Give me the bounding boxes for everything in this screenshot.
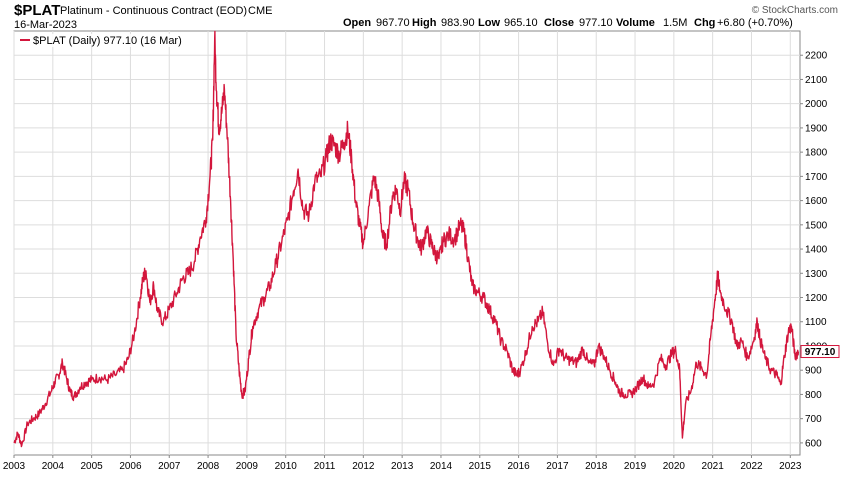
legend-background bbox=[19, 34, 205, 47]
x-tick-label: 2006 bbox=[119, 461, 142, 472]
open-value: 967.70 bbox=[376, 17, 410, 29]
high-value: 983.90 bbox=[441, 17, 475, 29]
y-tick-label: 1800 bbox=[805, 148, 828, 159]
y-tick-label: 1500 bbox=[805, 220, 828, 231]
chg-value: +6.80 (+0.70%) bbox=[717, 17, 793, 29]
last-value-box bbox=[800, 345, 840, 359]
x-axis: 2003 2004 2005 2006 2007 2008 2009 2010 2011 2012… bbox=[3, 455, 802, 472]
last-value-marker: 977.10 bbox=[800, 345, 840, 359]
x-tick-label: 2009 bbox=[236, 461, 259, 472]
x-tick-label: 2019 bbox=[624, 461, 647, 472]
x-tick-label: 2011 bbox=[314, 461, 336, 472]
chart-description: Platinum - Continuous Contract (EOD) bbox=[60, 5, 247, 17]
y-tick-label: 1400 bbox=[805, 245, 828, 256]
y-tick-label: 1600 bbox=[805, 196, 828, 207]
chart-date: 16-Mar-2023 bbox=[14, 19, 77, 31]
x-tick-label: 2003 bbox=[3, 461, 26, 472]
x-tick-label: 2012 bbox=[352, 461, 375, 472]
price-series-line bbox=[13, 30, 800, 448]
x-tick-label: 2021 bbox=[702, 461, 725, 472]
low-value: 965.10 bbox=[504, 17, 538, 29]
last-value-label: 977.10 bbox=[805, 347, 836, 358]
x-tick-label: 2008 bbox=[197, 461, 220, 472]
close-value: 977.10 bbox=[579, 17, 613, 29]
x-tick-label: 2017 bbox=[546, 461, 569, 472]
y-tick-label: 2000 bbox=[805, 99, 828, 110]
open-label: Open bbox=[343, 17, 371, 29]
y-tick-label: 2100 bbox=[805, 75, 828, 86]
y-tick-label: 1300 bbox=[805, 269, 828, 280]
y-axis: 6007008009001000110012001300140015001600… bbox=[800, 51, 828, 449]
x-tick-label: 2018 bbox=[585, 461, 608, 472]
chg-label: Chg bbox=[694, 17, 715, 29]
plot-area bbox=[13, 30, 801, 456]
y-tick-label: 800 bbox=[805, 390, 822, 401]
x-tick-label: 2010 bbox=[275, 461, 298, 472]
ohlc-summary: Open 967.70 High 983.90 Low 965.10 Close… bbox=[343, 17, 793, 29]
grid bbox=[13, 31, 800, 455]
chart-symbol: $PLAT bbox=[14, 2, 60, 19]
x-tick-label: 2007 bbox=[158, 461, 181, 472]
y-tick-label: 1100 bbox=[805, 317, 827, 328]
x-tick-label: 2004 bbox=[42, 461, 65, 472]
close-label: Close bbox=[544, 17, 574, 29]
legend-label: $PLAT (Daily) 977.10 (16 Mar) bbox=[33, 35, 182, 47]
x-tick-label: 2015 bbox=[469, 461, 492, 472]
x-tick-label: 2013 bbox=[391, 461, 414, 472]
y-tick-label: 2200 bbox=[805, 51, 828, 62]
x-tick-label: 2014 bbox=[430, 461, 453, 472]
x-tick-label: 2023 bbox=[779, 461, 802, 472]
chart-exchange: CME bbox=[248, 5, 272, 17]
y-tick-label: 900 bbox=[805, 366, 822, 377]
y-tick-label: 600 bbox=[805, 438, 822, 449]
y-tick-label: 700 bbox=[805, 414, 822, 425]
low-label: Low bbox=[478, 17, 500, 29]
x-tick-label: 2005 bbox=[81, 461, 104, 472]
y-tick-label: 1700 bbox=[805, 172, 828, 183]
high-label: High bbox=[412, 17, 437, 29]
volume-label: Volume bbox=[616, 17, 655, 29]
y-tick-label: 1900 bbox=[805, 123, 828, 134]
x-tick-label: 2022 bbox=[740, 461, 763, 472]
y-tick-label: 1200 bbox=[805, 293, 828, 304]
volume-value: 1.5M bbox=[663, 17, 687, 29]
legend: $PLAT (Daily) 977.10 (16 Mar) bbox=[19, 34, 205, 47]
watermark: © StockCharts.com bbox=[752, 5, 838, 16]
x-tick-label: 2020 bbox=[663, 461, 686, 472]
x-tick-label: 2016 bbox=[507, 461, 530, 472]
